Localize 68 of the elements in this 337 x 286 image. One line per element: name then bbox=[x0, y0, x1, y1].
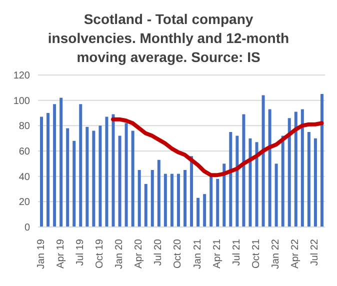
bar bbox=[229, 132, 232, 227]
bar bbox=[190, 156, 194, 227]
bar bbox=[40, 116, 43, 227]
bar bbox=[255, 142, 258, 227]
bar bbox=[60, 98, 63, 227]
bar bbox=[53, 104, 56, 227]
y-tick-label: 0 bbox=[24, 222, 30, 234]
y-tick-label: 20 bbox=[18, 197, 30, 208]
bar bbox=[307, 132, 310, 227]
bar bbox=[210, 176, 213, 227]
bar bbox=[268, 109, 272, 227]
bar bbox=[216, 178, 220, 227]
bar bbox=[92, 130, 96, 227]
x-tick-label: Apr 20 bbox=[134, 238, 145, 268]
bar bbox=[184, 170, 186, 227]
y-tick-label: 120 bbox=[13, 70, 30, 82]
y-tick-label: 40 bbox=[18, 172, 30, 183]
bar bbox=[72, 140, 76, 227]
x-tick-label: Apr 22 bbox=[290, 238, 302, 268]
bar bbox=[124, 123, 128, 227]
bar bbox=[131, 130, 134, 227]
bar bbox=[138, 170, 141, 227]
x-tick-label: Jan 22 bbox=[270, 238, 282, 270]
bar bbox=[242, 114, 246, 227]
bar bbox=[222, 164, 226, 227]
bar bbox=[248, 138, 252, 227]
y-tick-label: 60 bbox=[18, 146, 30, 158]
y-tick-label: 100 bbox=[13, 96, 30, 107]
bar bbox=[79, 104, 82, 227]
bar bbox=[170, 174, 174, 227]
x-tick-label: Oct 21 bbox=[251, 238, 262, 268]
bar bbox=[144, 184, 148, 227]
x-tick-label: Jan 21 bbox=[192, 238, 204, 270]
y-tick-label: 80 bbox=[18, 121, 30, 132]
bar bbox=[281, 136, 284, 227]
bar bbox=[320, 94, 324, 227]
bar bbox=[196, 198, 200, 227]
bar bbox=[66, 128, 70, 227]
x-tick-label: Apr 21 bbox=[212, 238, 223, 268]
bar bbox=[294, 112, 298, 227]
x-tick-label: Jul 22 bbox=[310, 238, 321, 266]
bar bbox=[118, 136, 122, 227]
x-tick-label: Jan 20 bbox=[114, 238, 126, 270]
bar bbox=[314, 138, 317, 227]
bar bbox=[274, 164, 278, 227]
x-tick-label: Jul 20 bbox=[153, 238, 164, 266]
bar bbox=[236, 136, 239, 227]
bar bbox=[164, 174, 167, 227]
x-tick-label: Jul 21 bbox=[231, 238, 242, 266]
bar bbox=[112, 114, 115, 227]
x-tick-label: Jul 19 bbox=[74, 238, 86, 266]
bar bbox=[150, 170, 154, 227]
line-series bbox=[111, 117, 324, 178]
bar bbox=[176, 174, 180, 227]
bar bbox=[105, 116, 108, 227]
x-tick-label: Jan 19 bbox=[36, 238, 47, 270]
bar bbox=[262, 95, 265, 227]
chart-title: Scotland - Total company insolvencies. Monthly and 12-month moving average. Source: IS bbox=[46, 10, 290, 67]
x-tick-label: Oct 19 bbox=[94, 238, 106, 268]
bar bbox=[98, 126, 102, 227]
x-tick-label: Apr 19 bbox=[55, 238, 66, 268]
bar bbox=[288, 118, 291, 227]
bar bbox=[46, 113, 50, 227]
bar bbox=[157, 160, 160, 227]
bar bbox=[203, 194, 206, 227]
bar bbox=[300, 109, 304, 227]
x-tick-label: Oct 20 bbox=[172, 238, 184, 268]
bar bbox=[86, 126, 89, 227]
